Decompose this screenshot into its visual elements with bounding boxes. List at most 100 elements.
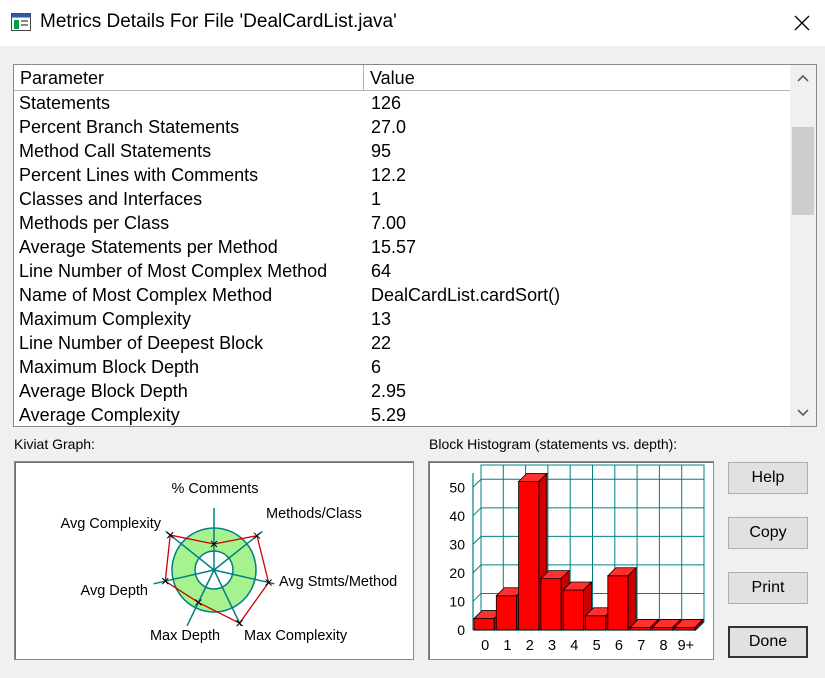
histogram-bar <box>606 566 638 631</box>
close-icon[interactable] <box>793 14 811 32</box>
histogram-y-tick-label: 0 <box>457 622 465 638</box>
histogram-y-tick-label: 20 <box>449 565 465 581</box>
histogram-y-tick-label: 10 <box>449 593 465 609</box>
histogram-gridline <box>472 593 482 602</box>
table-body: Statements 126 Percent Branch Statements 27… <box>14 91 790 426</box>
histogram-bar <box>584 606 615 631</box>
kiviat-axis-label: Avg Depth <box>81 583 148 599</box>
value-cell: 22 <box>371 333 392 353</box>
value-cell: 64 <box>371 261 392 281</box>
parameter-cell: Percent Lines with Comments <box>19 165 259 185</box>
title-bar: Metrics Details For File 'DealCardList.j… <box>0 0 825 46</box>
parameter-cell: Statements <box>19 93 111 113</box>
value-cell: 7.00 <box>371 213 407 233</box>
histogram-gridline <box>472 564 482 574</box>
kiviat-axis-label: Avg Complexity <box>61 516 162 532</box>
value-cell: 27.0 <box>371 117 407 137</box>
table-row[interactable]: Statements 126 <box>14 91 790 115</box>
histogram-x-tick-label: 2 <box>526 638 534 654</box>
parameter-cell: Average Statements per Method <box>19 237 278 257</box>
chevron-up-icon[interactable] <box>797 74 809 82</box>
parameter-cell: Methods per Class <box>19 213 170 233</box>
value-cell: 12.2 <box>371 165 407 185</box>
parameter-cell: Line Number of Deepest Block <box>19 333 264 353</box>
parameter-cell: Classes and Interfaces <box>19 189 203 209</box>
column-header-parameter[interactable]: Parameter <box>14 65 364 90</box>
table-row[interactable]: Percent Lines with Comments 12.2 <box>14 163 790 187</box>
kiviat-point <box>236 619 243 627</box>
scroll-thumb[interactable] <box>792 127 814 215</box>
kiviat-point <box>166 531 174 539</box>
kiviat-axis-label: % Comments <box>171 481 258 497</box>
table-row[interactable]: Average Complexity 5.29 <box>14 403 790 426</box>
close-button[interactable] <box>779 0 825 46</box>
window-title: Metrics Details For File 'DealCardList.j… <box>40 11 397 32</box>
parameter-cell: Maximum Complexity <box>19 309 192 329</box>
table-header: Parameter Value <box>14 65 790 91</box>
kiviat-axis <box>213 569 242 627</box>
kiviat-axis-label: Avg Stmts/Method <box>279 574 397 590</box>
value-cell: 15.57 <box>371 237 417 257</box>
histogram-x-tick-label: 0 <box>481 638 489 654</box>
value-cell: 95 <box>371 141 392 161</box>
histogram-y-tick-label: 50 <box>449 479 465 495</box>
table-row[interactable]: Method Call Statements 95 <box>14 139 790 163</box>
table-row[interactable]: Maximum Complexity 13 <box>14 307 790 331</box>
kiviat-axis-label: Max Depth <box>150 628 220 644</box>
column-header-value[interactable]: Value <box>370 68 415 88</box>
value-cell: 126 <box>371 93 402 113</box>
kiviat-graph: % Comments Methods/Class Avg Stmts/Method M… <box>14 461 414 660</box>
parameter-cell: Line Number of Most Complex Method <box>19 261 328 281</box>
app-icon <box>11 13 31 31</box>
kiviat-point <box>210 540 218 548</box>
histogram-y-tick-label: 30 <box>449 536 465 552</box>
value-cell: 2.95 <box>371 381 407 401</box>
print-button[interactable]: Print <box>728 572 808 604</box>
metrics-table[interactable]: Parameter Value Statements 126 Percent Bra… <box>13 64 817 427</box>
histogram-gridline <box>472 478 482 488</box>
copy-button[interactable]: Copy <box>728 517 808 549</box>
block-histogram: 0 10 20 30 40 50 0 1 2 3 4 5 6 7 8 9+ <box>428 461 714 660</box>
block-histogram-label: Block Histogram (statements vs. depth): <box>429 436 678 452</box>
value-cell: 5.29 <box>371 405 407 425</box>
kiviat-axis <box>165 530 215 571</box>
table-row[interactable]: Average Block Depth 2.95 <box>14 379 790 403</box>
parameter-cell: Name of Most Complex Method <box>19 285 273 305</box>
help-button[interactable]: Help <box>728 462 808 494</box>
kiviat-point <box>161 577 169 585</box>
table-row[interactable]: Maximum Block Depth 6 <box>14 355 790 379</box>
histogram-x-tick-label: 9+ <box>678 638 695 654</box>
histogram-y-tick-label: 40 <box>449 508 465 524</box>
value-cell: 13 <box>371 309 392 329</box>
table-row[interactable]: Classes and Interfaces 1 <box>14 187 790 211</box>
value-cell: 6 <box>371 357 382 377</box>
histogram-x-tick-label: 6 <box>615 638 623 654</box>
kiviat-point <box>195 599 202 606</box>
chevron-down-icon[interactable] <box>797 409 809 417</box>
histogram-bar <box>673 618 704 631</box>
value-cell: DealCardList.cardSort() <box>371 285 561 305</box>
table-row[interactable]: Percent Branch Statements 27.0 <box>14 115 790 139</box>
table-row[interactable]: Methods per Class 7.00 <box>14 211 790 235</box>
value-cell: 1 <box>371 189 382 209</box>
kiviat-point <box>253 532 261 540</box>
table-row[interactable]: Line Number of Most Complex Method 64 <box>14 259 790 283</box>
kiviat-graph-label: Kiviat Graph: <box>14 436 95 452</box>
histogram-x-tick-label: 3 <box>548 638 556 654</box>
table-row[interactable]: Average Statements per Method 15.57 <box>14 235 790 259</box>
scroll-down-button[interactable] <box>790 400 816 426</box>
histogram-gridline <box>695 621 705 631</box>
histogram-gridline <box>472 536 482 545</box>
histogram-gridline <box>472 507 482 517</box>
done-button[interactable]: Done <box>728 626 808 658</box>
table-row[interactable]: Name of Most Complex Method DealCardList.… <box>14 283 790 307</box>
kiviat-axis <box>213 569 275 585</box>
kiviat-point <box>265 579 272 586</box>
kiviat-polygon <box>164 534 270 624</box>
kiviat-axis <box>153 569 215 585</box>
table-row[interactable]: Line Number of Deepest Block 22 <box>14 331 790 355</box>
scroll-up-button[interactable] <box>790 65 816 91</box>
histogram-x-tick-label: 5 <box>593 638 601 654</box>
vertical-scrollbar[interactable] <box>790 65 816 426</box>
